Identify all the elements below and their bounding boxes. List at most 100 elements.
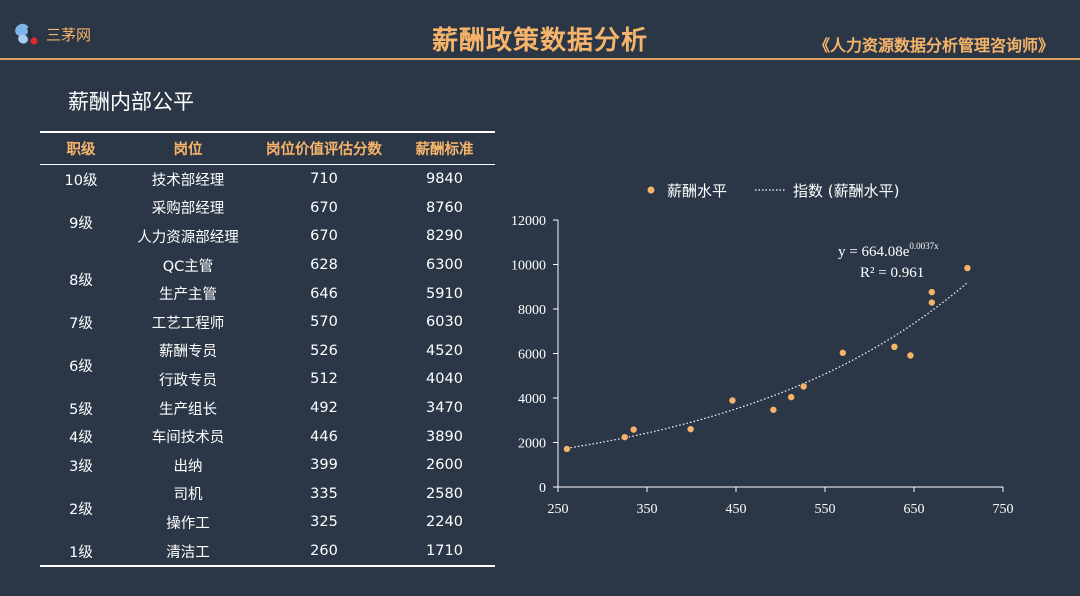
trend-line (566, 282, 968, 449)
scatter-chart: 薪酬水平 指数 (薪酬水平) 0 2000 4000 6000 8000 10000 120… (511, 182, 1014, 517)
position-cell: 司机 (173, 487, 203, 504)
table-row: 8级 QC主管 628 6300 (40, 251, 495, 289)
table-row: 操作工 325 2240 (40, 508, 495, 537)
grade-cell: 10级 (64, 172, 98, 189)
x-tick-label: 250 (548, 502, 569, 517)
table-header-cell: 岗位价值评估分数 (254, 131, 394, 165)
table-row: 6级 薪酬专员 526 4520 (40, 337, 495, 375)
table-body: 10级 技术部经理 710 9840 9级 采购部经理 670 8760 人力资源部经理 670 8… (40, 165, 495, 568)
position-cell: 生产主管 (159, 287, 217, 304)
points-layer (563, 264, 971, 453)
score-cell: 512 (310, 371, 338, 388)
salary-cell: 9840 (426, 171, 463, 188)
salary-cell: 4040 (426, 371, 463, 388)
grade-cell: 5级 (69, 401, 93, 418)
table-row: 2级 司机 335 2580 (40, 480, 495, 518)
position-cell: 出纳 (173, 458, 203, 475)
grade-cell: 8级 (69, 272, 93, 289)
score-cell: 710 (310, 171, 338, 188)
table-row: 5级 生产组长 492 3470 (40, 394, 495, 423)
table-row: 7级 工艺工程师 570 6030 (40, 308, 495, 337)
x-tick-label: 350 (637, 502, 658, 517)
data-point (563, 445, 571, 453)
score-cell: 492 (310, 400, 338, 417)
position-cell: 人力资源部经理 (137, 229, 239, 246)
salary-cell: 5910 (426, 285, 463, 302)
position-cell: 采购部经理 (151, 201, 225, 218)
data-point (891, 343, 898, 351)
salary-cell: 3470 (426, 400, 463, 417)
score-cell: 646 (310, 285, 338, 302)
table-row: 人力资源部经理 670 8290 (40, 222, 495, 251)
score-cell: 526 (310, 342, 338, 359)
y-tick-label: 12000 (511, 214, 546, 229)
salary-cell: 2580 (426, 485, 463, 502)
legend-series-label: 薪酬水平 (667, 182, 727, 200)
position-cell: QC主管 (162, 258, 214, 275)
score-cell: 446 (310, 428, 338, 445)
position-cell: 生产组长 (159, 401, 217, 418)
trend-r2: R² = 0.961 (860, 265, 924, 281)
data-point (687, 425, 694, 433)
trend-equation-base: y = 664.08e (838, 244, 910, 260)
salary-cell: 8290 (426, 228, 463, 245)
score-cell: 570 (310, 314, 338, 331)
data-point (630, 426, 637, 433)
page-subtitle: 《人力资源数据分析管理咨询师》 (813, 36, 1054, 55)
x-tick-label: 650 (904, 502, 925, 517)
salary-cell: 1710 (394, 536, 495, 568)
legend-marker (647, 186, 655, 194)
table-row: 生产主管 646 5910 (40, 279, 495, 308)
data-point (729, 397, 736, 404)
y-tick-label: 4000 (518, 392, 546, 407)
table-header-cell: 薪酬标准 (394, 131, 495, 165)
chart-legend: 薪酬水平 指数 (薪酬水平) (647, 182, 899, 200)
trend-equation-exponent: 0.0037x (909, 241, 939, 251)
y-tick-label: 0 (539, 481, 546, 496)
salary-cell: 8760 (426, 199, 463, 216)
position-cell: 技术部经理 (151, 172, 225, 189)
y-tick-label: 8000 (518, 303, 546, 318)
grade-cell: 3级 (69, 458, 93, 475)
score-cell: 325 (310, 514, 338, 531)
table-header-row: 职级 岗位 岗位价值评估分数 薪酬标准 (40, 131, 495, 165)
table-row: 3级 出纳 399 2600 (40, 451, 495, 480)
data-point (964, 264, 971, 272)
score-cell: 335 (310, 485, 338, 502)
salary-cell: 2240 (426, 514, 463, 531)
position-cell: 行政专员 (159, 372, 217, 389)
data-point (839, 349, 846, 357)
score-cell: 670 (310, 199, 338, 216)
page-title: 薪酬政策数据分析 (431, 26, 648, 56)
score-cell: 628 (310, 257, 338, 274)
trend-equation: y = 664.08e0.0037x (838, 241, 939, 260)
trend-layer (566, 282, 968, 449)
x-tick-label: 750 (993, 502, 1014, 517)
position-cell: 操作工 (166, 515, 210, 532)
grade-cell: 4级 (69, 430, 93, 447)
salary-cell: 2600 (426, 457, 463, 474)
table-row: 10级 技术部经理 710 9840 (40, 165, 495, 194)
data-point (787, 393, 795, 401)
x-tick-label: 550 (815, 502, 836, 517)
grade-cell: 9级 (69, 215, 93, 232)
data-point (928, 299, 935, 306)
position-cell: 车间技术员 (151, 430, 225, 447)
position-cell: 薪酬专员 (159, 344, 217, 361)
y-tick-label: 6000 (518, 348, 546, 363)
salary-cell: 3890 (426, 428, 463, 445)
grade-cell: 7级 (69, 315, 93, 332)
header-divider (0, 58, 1080, 60)
table-row: 9级 采购部经理 670 8760 (40, 194, 495, 232)
score-cell: 670 (310, 228, 338, 245)
salary-cell: 6030 (426, 314, 463, 331)
butterfly-logo-icon (15, 23, 38, 45)
grade-cell: 6级 (69, 358, 93, 375)
section-title: 薪酬内部公平 (68, 90, 194, 114)
table-row: 4级 车间技术员 446 3890 (40, 422, 495, 451)
logo: 三茅网 (14, 22, 91, 46)
data-point (907, 352, 914, 359)
table-row: 行政专员 512 4040 (40, 365, 495, 394)
data-point (928, 288, 935, 296)
y-tick-label: 2000 (518, 437, 546, 452)
